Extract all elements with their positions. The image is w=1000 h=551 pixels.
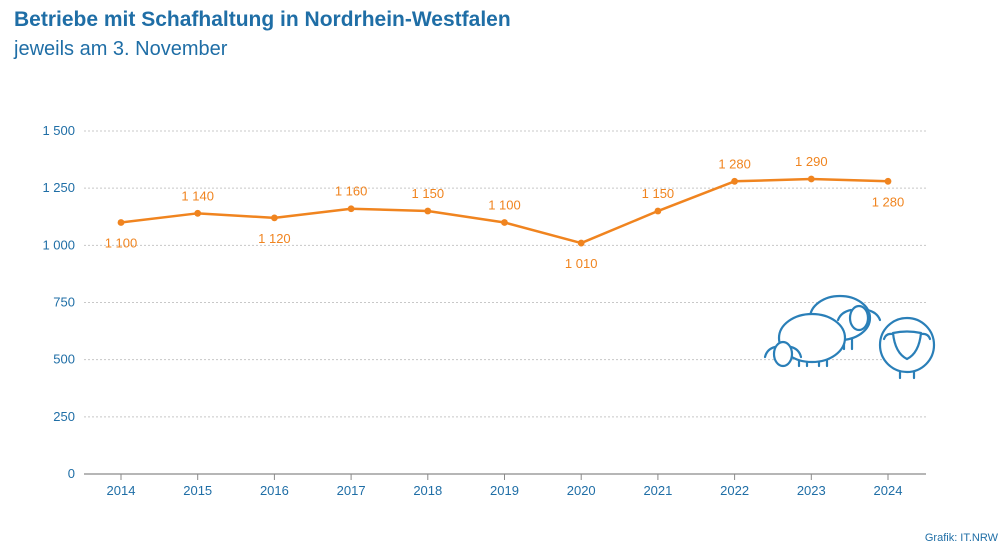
y-tick-label: 1 500	[42, 123, 75, 138]
data-point	[271, 214, 278, 222]
data-labels: 1 100 1 140 1 120 1 160 1 150 1 100 1 010 1 150…	[105, 154, 905, 271]
sheep-group-icon	[763, 294, 936, 380]
y-tick-label: 750	[53, 295, 75, 310]
data-point	[884, 177, 892, 185]
data-point	[807, 175, 815, 183]
x-tick-label: 2021	[643, 483, 672, 498]
data-point	[577, 239, 585, 247]
data-label: 1 150	[642, 186, 675, 201]
y-tick-label: 1 250	[42, 180, 75, 195]
x-tick-label: 2016	[260, 483, 289, 498]
data-label: 1 120	[258, 231, 291, 246]
data-point	[347, 205, 355, 213]
x-tick-label: 2022	[720, 483, 749, 498]
gridlines	[84, 130, 926, 418]
x-tick-label: 2017	[337, 483, 366, 498]
data-point	[424, 207, 432, 215]
chart-title: Betriebe mit Schafhaltung in Nordrhein-W…	[14, 8, 511, 31]
x-tick-label: 2023	[797, 483, 826, 498]
source-credit: Grafik: IT.NRW	[924, 532, 998, 544]
data-label: 1 280	[872, 194, 905, 209]
data-point	[501, 219, 508, 226]
y-axis-ticks: 0 250 500 750 1 000 1 250 1 500	[42, 123, 75, 481]
data-label: 1 010	[565, 256, 598, 271]
data-label: 1 100	[105, 235, 138, 250]
x-tick-label: 2024	[874, 483, 903, 498]
data-label: 1 290	[795, 154, 828, 169]
y-tick-label: 0	[68, 466, 75, 481]
data-point	[654, 207, 662, 215]
x-tick-label: 2015	[183, 483, 212, 498]
data-label: 1 160	[335, 184, 368, 199]
sheep-right-icon	[878, 316, 936, 380]
data-label: 1 280	[718, 156, 751, 171]
y-tick-label: 1 000	[42, 237, 75, 252]
data-label: 1 140	[181, 188, 214, 203]
data-point	[731, 177, 738, 185]
sheep-front-icon	[763, 312, 847, 368]
y-tick-label: 500	[53, 352, 75, 367]
x-tick-label: 2018	[413, 483, 442, 498]
data-point	[194, 209, 202, 217]
y-tick-label: 250	[53, 409, 75, 424]
x-axis: 2014 2015 2016 2017 2018 2019 2020 2021 2022 2023…	[84, 473, 926, 498]
x-tick-label: 2020	[567, 483, 596, 498]
data-label: 1 100	[488, 197, 521, 212]
x-tick-label: 2014	[107, 483, 136, 498]
series-line	[117, 175, 892, 247]
x-tick-label: 2019	[490, 483, 519, 498]
data-point	[117, 219, 125, 226]
data-label: 1 150	[412, 186, 445, 201]
chart-subtitle: jeweils am 3. November	[14, 38, 228, 60]
